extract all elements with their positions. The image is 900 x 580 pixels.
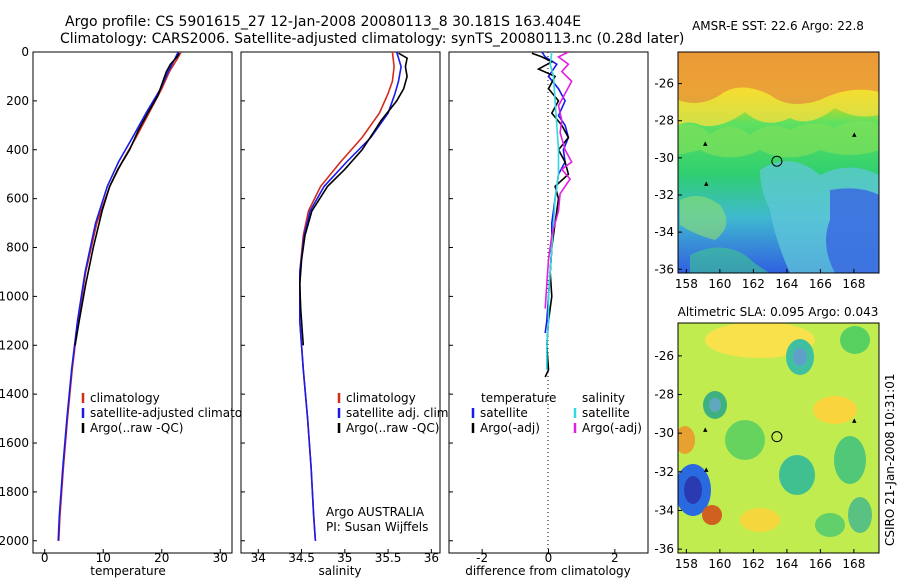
- map-xtick-label: 164: [775, 277, 798, 291]
- salinity-xtick-label: 35: [337, 551, 352, 565]
- salinity-series-2: [298, 52, 408, 346]
- salinity-xtick-label: 35.5: [375, 551, 402, 565]
- map-ytick-label: -34: [654, 503, 674, 517]
- side-credit-label: CSIRO 21-Jan-2008 10:31:01: [883, 374, 897, 546]
- legend-label-1-1: satellite adj. clim.: [346, 406, 452, 420]
- sst-heatmap: [678, 52, 879, 273]
- temperature-ytick-label: 2000: [0, 534, 29, 548]
- legend-label-0-0: climatology: [90, 391, 160, 405]
- map-ytick-label: -34: [654, 225, 674, 239]
- temperature-ytick-label: 1200: [0, 338, 29, 352]
- sla-map-panel: Altimetric SLA: 0.095 Argo: 0.043 ▴ ▴ ▴: [654, 305, 880, 571]
- sla-heatmap: [678, 323, 879, 553]
- temperature-xtick-label: 0: [41, 551, 49, 565]
- map-ytick-label: -32: [654, 188, 674, 202]
- legend-label-2-3: Argo(-adj): [582, 421, 642, 435]
- legend-label-2-1: Argo(-adj): [480, 421, 540, 435]
- sla-float-marker-3: ▴: [704, 465, 709, 475]
- temperature-xtick-label: 30: [213, 551, 228, 565]
- map-xtick-label: 160: [708, 277, 731, 291]
- temperature-ytick-label: 800: [6, 241, 29, 255]
- temperature-ytick-label: 400: [6, 143, 29, 157]
- sst-float-marker-2: ▴: [852, 130, 857, 140]
- temperature-ytick-label: 1400: [0, 387, 29, 401]
- temperature-ytick-label: 1000: [0, 289, 29, 303]
- map-ytick-label: -30: [654, 426, 674, 440]
- temperature-series-2: [74, 52, 180, 346]
- legend-salinity-header: salinity: [582, 391, 625, 405]
- sla-profile-location-marker: [771, 431, 783, 443]
- map-xtick-label: 166: [809, 557, 832, 571]
- map-xtick-label: 162: [742, 557, 765, 571]
- map-ytick-label: -28: [654, 114, 674, 128]
- sst-float-marker-1: ▴: [703, 139, 708, 149]
- temperature-ytick-label: 0: [21, 45, 29, 59]
- difference-xlabel: difference from climatology: [465, 564, 631, 578]
- argo-info-line2: PI: Susan Wijffels: [326, 520, 428, 534]
- sla-float-marker-2: ▴: [852, 416, 857, 426]
- salinity-series-1: [298, 52, 402, 541]
- sst-map-panel: AMSR-E SST: 22.6 Argo: 22.8 ▴ ▴ ▴ 158 160…: [654, 19, 880, 291]
- sla-float-marker-1: ▴: [703, 425, 708, 435]
- map-xtick-label: 162: [742, 277, 765, 291]
- salinity-xtick-label: 36: [424, 551, 439, 565]
- temperature-ytick-label: 200: [6, 94, 29, 108]
- temperature-ytick-label: 600: [6, 192, 29, 206]
- sla-map-title: Altimetric SLA: 0.095 Argo: 0.043: [678, 305, 879, 319]
- legend-label-2-0: satellite: [480, 406, 528, 420]
- temperature-ytick-label: 1800: [0, 485, 29, 499]
- map-xtick-label: 168: [842, 557, 865, 571]
- map-xtick-label: 160: [708, 557, 731, 571]
- temperature-panel: 0 10 20 30 0 200 400 600 800 1000 1200 1400 1600 1800…: [0, 45, 268, 578]
- legend-label-0-2: Argo(..raw -QC): [90, 421, 183, 435]
- sst-float-marker-3: ▴: [704, 179, 709, 189]
- map-ytick-label: -32: [654, 465, 674, 479]
- temperature-xtick-label: 10: [96, 551, 111, 565]
- salinity-xtick-label: 34.5: [288, 551, 315, 565]
- difference-xtick-label: 2: [611, 551, 619, 565]
- legend-label-1-2: Argo(..raw -QC): [346, 421, 439, 435]
- map-xtick-label: 158: [675, 557, 698, 571]
- salinity-xlabel: salinity: [318, 564, 361, 578]
- map-xtick-label: 158: [675, 277, 698, 291]
- map-ytick-label: -30: [654, 151, 674, 165]
- difference-legend: temperature salinitysatelliteArgo(-adj)sa…: [471, 391, 642, 435]
- map-xtick-label: 164: [775, 557, 798, 571]
- difference-series-1: [531, 52, 570, 378]
- difference-xtick-label: -2: [476, 551, 488, 565]
- temperature-xtick-label: 20: [154, 551, 169, 565]
- figure-title-line2: Climatology: CARS2006. Satellite-adjuste…: [60, 31, 684, 47]
- map-ytick-label: -36: [654, 262, 674, 276]
- legend-label-1-0: climatology: [346, 391, 416, 405]
- temperature-series-1: [57, 52, 179, 541]
- map-xtick-label: 166: [809, 277, 832, 291]
- sst-profile-location-marker: [771, 155, 783, 167]
- salinity-xtick-label: 34: [251, 551, 266, 565]
- legend-label-0-1: satellite-adjusted climatology: [90, 406, 268, 420]
- map-ytick-label: -26: [654, 77, 674, 91]
- salinity-panel: 34 34.5 35 35.5 36 salinity climatologysatel…: [240, 51, 452, 578]
- difference-series-3: [544, 52, 573, 309]
- map-ytick-label: -28: [654, 388, 674, 402]
- map-ytick-label: -36: [654, 542, 674, 556]
- difference-xtick-label: 0: [545, 551, 553, 565]
- map-ytick-label: -26: [654, 349, 674, 363]
- temperature-xlabel: temperature: [90, 564, 165, 578]
- legend-label-2-2: satellite: [582, 406, 630, 420]
- figure-title-line1: Argo profile: CS 5901615_27 12-Jan-2008 …: [65, 14, 581, 30]
- difference-series-2: [545, 52, 560, 370]
- argo-info-line1: Argo AUSTRALIA: [326, 505, 425, 519]
- map-xtick-label: 168: [842, 277, 865, 291]
- difference-panel: -2 0 2 difference from climatology tempera…: [448, 51, 649, 578]
- temperature-ytick-label: 1600: [0, 436, 29, 450]
- legend-temperature-header: temperature: [481, 391, 556, 405]
- sst-map-title: AMSR-E SST: 22.6 Argo: 22.8: [692, 19, 864, 33]
